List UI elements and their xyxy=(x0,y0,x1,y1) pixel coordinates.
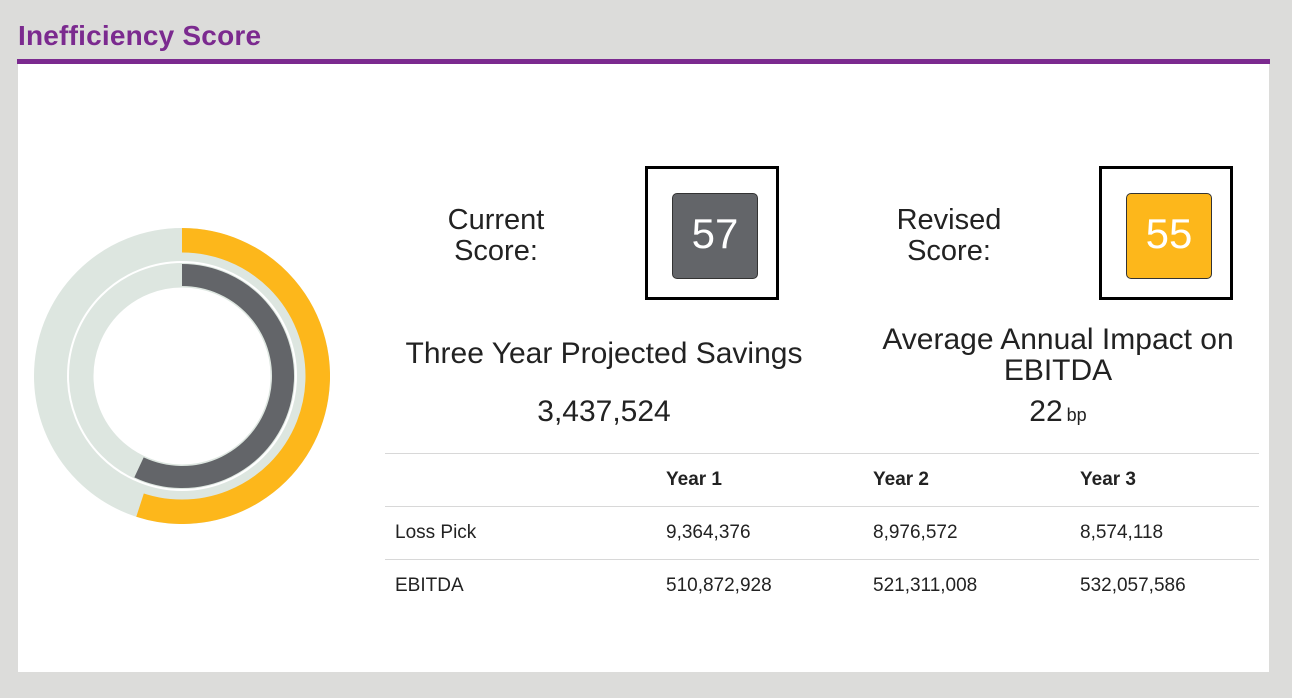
table-cell: 9,364,376 xyxy=(656,506,863,560)
table-cell: 8,574,118 xyxy=(1070,506,1259,560)
revised-score-frame: 55 xyxy=(1099,166,1233,300)
current-score-frame: 57 xyxy=(645,166,779,300)
score-panel: Current Score: 57 Revised Score: 55 Thre… xyxy=(18,64,1269,672)
ebitda-impact-title: Average Annual Impact on EBITDA xyxy=(882,323,1234,387)
table-cell: 521,311,008 xyxy=(863,559,1070,612)
current-score-arc xyxy=(134,264,294,488)
table-header-cell: Year 1 xyxy=(656,453,863,507)
current-score-value: 57 xyxy=(672,193,758,279)
table-row: Loss Pick 9,364,376 8,976,572 8,574,118 xyxy=(385,506,1259,560)
page-title: Inefficiency Score xyxy=(18,20,262,51)
table-cell: Loss Pick xyxy=(385,506,656,560)
score-donut-chart xyxy=(34,228,330,524)
revised-score-value: 55 xyxy=(1126,193,1212,279)
revised-score-label: Revised Score: xyxy=(896,204,1002,267)
current-score-label: Current Score: xyxy=(447,204,545,267)
table-header-row: Year 1 Year 2 Year 3 xyxy=(385,453,1259,507)
savings-value: 3,437,524 xyxy=(537,395,671,428)
inner-separator xyxy=(67,261,297,491)
table-cell: EBITDA xyxy=(385,559,656,612)
table-row: EBITDA 510,872,928 521,311,008 532,057,5… xyxy=(385,559,1259,612)
table-header-cell: Year 2 xyxy=(863,453,1070,507)
revised-score-arc xyxy=(136,228,330,524)
savings-title: Three Year Projected Savings xyxy=(405,337,803,370)
ebitda-impact-unit: bp xyxy=(1066,405,1087,425)
projection-table: Year 1 Year 2 Year 3 Loss Pick 9,364,376… xyxy=(385,453,1259,612)
ebitda-impact-value: 22 bp xyxy=(1029,395,1087,428)
title-divider xyxy=(17,59,1270,64)
table-header-cell xyxy=(385,453,656,507)
table-cell: 8,976,572 xyxy=(863,506,1070,560)
table-cell: 532,057,586 xyxy=(1070,559,1259,612)
table-cell: 510,872,928 xyxy=(656,559,863,612)
table-header-cell: Year 3 xyxy=(1070,453,1259,507)
